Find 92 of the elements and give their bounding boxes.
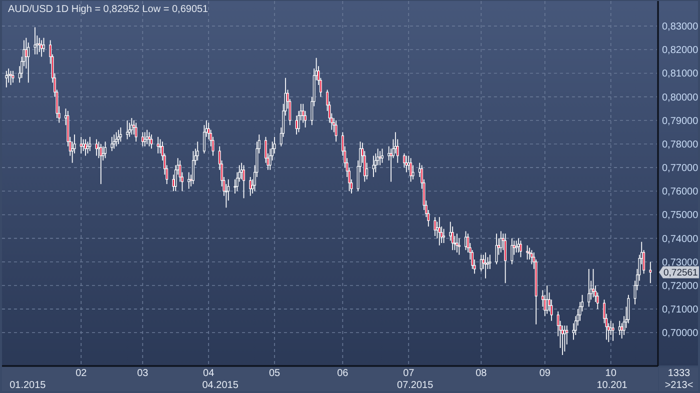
candlestick: [7, 68, 10, 84]
candlestick: [42, 37, 45, 52]
candlestick: [86, 141, 89, 154]
y-tick-label: 0,72000: [662, 280, 699, 292]
x-tick-label: 10: [605, 368, 617, 379]
candlestick: [442, 228, 446, 244]
candlestick: [104, 141, 107, 159]
x2-tick-label: 01.2015: [10, 380, 46, 391]
y-tick-label: 0,73000: [662, 257, 699, 268]
candlestick: [38, 37, 41, 52]
y-tick-label: 0,78000: [662, 139, 699, 150]
candlestick: [378, 150, 382, 166]
y-tick-label: 0,71000: [662, 304, 699, 316]
candlestick: [5, 70, 8, 88]
candlestick: [510, 238, 514, 265]
candlestick: [334, 120, 338, 142]
candlestick: [530, 250, 533, 265]
candlestick: [156, 136, 160, 154]
candlestick: [88, 136, 92, 152]
chart-title: AUD/USD 1D High = 0,82952 Low = 0,69051: [8, 4, 209, 15]
candlestick: [34, 26, 36, 55]
candlestick: [515, 240, 518, 253]
candlestick: [144, 132, 146, 147]
y-tick-label: 0,70000: [662, 328, 699, 340]
candlestick: [484, 252, 487, 279]
candlestick: [141, 132, 144, 147]
candlestick: [150, 134, 153, 150]
candlestick: [10, 70, 12, 86]
candlestick: [627, 294, 630, 324]
candlestick: [458, 238, 460, 256]
candlestick: [40, 40, 43, 58]
candlestick: [519, 240, 522, 258]
x2-tick-label: 07.2015: [397, 380, 434, 391]
candlestick: [405, 155, 408, 173]
x-tick-label: 05: [268, 368, 281, 379]
candlestick: [119, 127, 122, 142]
text: 0,72561: [664, 268, 698, 279]
candlestick: [372, 155, 375, 178]
candlestick: [374, 152, 377, 173]
candlestick: [302, 103, 304, 124]
candlestick: [115, 132, 118, 147]
x-tick-label: 06: [337, 368, 349, 379]
candlestick: [242, 164, 246, 199]
candlestick: [592, 268, 594, 298]
candlestick: [249, 176, 252, 196]
text: >213<: [664, 380, 694, 391]
x-tick-label: 09: [539, 368, 551, 379]
y-tick-label: 0,77000: [662, 163, 699, 174]
x2-tick-label: 10.201: [596, 380, 628, 391]
candlestick: [112, 134, 116, 150]
candlestick: [110, 136, 114, 152]
y-tick-label: 0,74000: [662, 234, 699, 245]
candlestick: [649, 261, 652, 284]
candlestick: [148, 132, 150, 147]
candlestick: [27, 42, 30, 84]
candlestick: [410, 158, 412, 182]
candlestick: [403, 152, 406, 168]
candlestick: [588, 268, 590, 308]
y-tick-label: 0,82000: [662, 45, 699, 56]
candlestick: [528, 247, 531, 260]
x-tick-label: 07: [403, 368, 415, 379]
candlestick: [612, 322, 614, 342]
candlestick: [495, 233, 498, 265]
x-tick-label: 08: [476, 368, 488, 379]
candlestick: [188, 172, 190, 190]
y-tick-label: 0,79000: [662, 116, 699, 127]
candlestick: [526, 244, 529, 260]
candlestick: [504, 233, 507, 284]
candlestick: [500, 230, 502, 253]
candlestick: [202, 124, 206, 154]
candlestick: [12, 70, 14, 84]
x-tick-label: 02: [76, 368, 88, 379]
candlestick: [84, 138, 87, 156]
candlestick: [192, 150, 194, 185]
candlestick: [488, 254, 492, 270]
candlestick: [134, 122, 138, 142]
candlestick: [438, 216, 441, 246]
y-tick-label: 0,76000: [662, 186, 699, 198]
x2-tick-label: 04.2015: [202, 380, 239, 391]
candlestick: [126, 120, 129, 140]
y-tick-label: 0,81000: [662, 68, 699, 80]
x-tick-label: 03: [137, 368, 149, 379]
candlestick: [480, 254, 482, 272]
y-tick-label: 0,83000: [662, 22, 699, 33]
candlestick: [100, 144, 102, 185]
x-tick-label: 04: [203, 368, 215, 379]
y-tick-label: 0,75000: [662, 210, 699, 222]
candlestick: [196, 141, 199, 161]
candlestick: [451, 226, 454, 251]
candlestick: [381, 148, 384, 164]
text: 1333: [668, 368, 691, 379]
y-tick-label: 0,80000: [662, 92, 699, 104]
